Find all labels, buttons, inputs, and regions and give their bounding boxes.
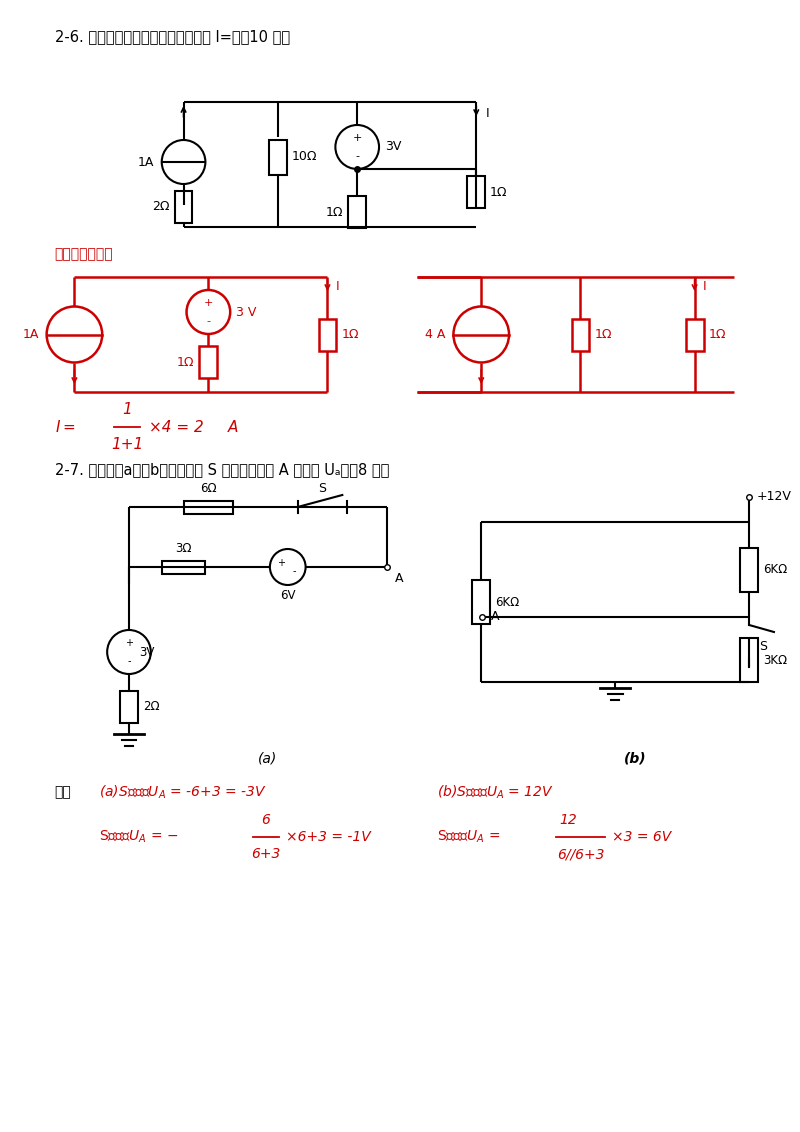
Bar [472, 580, 490, 624]
Text: +: + [277, 558, 285, 568]
Text: 1+1: 1+1 [111, 437, 143, 452]
Text: (b): (b) [624, 752, 646, 766]
Text: (a): (a) [258, 752, 278, 766]
Text: 2-6. 如下图，化简后用电源互换法求 I=？（10 分）: 2-6. 如下图，化简后用电源互换法求 I=？（10 分） [54, 29, 290, 44]
Text: ×6+3 = -1V: ×6+3 = -1V [286, 830, 370, 844]
Text: S闭合，$U_A$ = $-$: S闭合，$U_A$ = $-$ [99, 829, 178, 846]
Text: 6//6+3: 6//6+3 [557, 847, 604, 861]
Text: 2-7. 求下图（a）（b）两图开关 S 断开和闭合时 A 点电位 Uₐ。（8 分）: 2-7. 求下图（a）（b）两图开关 S 断开和闭合时 A 点电位 Uₐ。（8 … [54, 463, 389, 478]
Text: 1A: 1A [22, 328, 38, 341]
Text: I: I [702, 281, 706, 293]
Text: I: I [335, 281, 339, 293]
Text: 1Ω: 1Ω [490, 186, 508, 198]
Text: +12V: +12V [757, 490, 792, 504]
Bar [183, 500, 233, 514]
Text: 2Ω: 2Ω [152, 200, 170, 214]
Text: +: + [125, 638, 133, 648]
Circle shape [270, 549, 306, 585]
Bar [318, 318, 336, 351]
Text: 3Ω: 3Ω [175, 542, 192, 555]
Text: 3 V: 3 V [236, 306, 257, 318]
Text: 2Ω: 2Ω [143, 701, 159, 713]
Text: 12: 12 [560, 813, 578, 827]
Circle shape [454, 307, 509, 362]
Text: 6: 6 [262, 813, 270, 827]
Text: 4 A: 4 A [425, 328, 446, 341]
Circle shape [46, 307, 102, 362]
Text: +: + [204, 298, 213, 308]
Text: A: A [491, 610, 500, 624]
Text: 1Ω: 1Ω [594, 328, 612, 341]
Text: S闭合，$U_A$ =: S闭合，$U_A$ = [437, 829, 502, 846]
Bar [269, 139, 286, 174]
Bar [686, 318, 703, 351]
Text: A: A [395, 572, 403, 585]
Text: S: S [318, 482, 326, 495]
Text: 1Ω: 1Ω [342, 328, 359, 341]
Bar [467, 175, 486, 208]
Bar [174, 191, 193, 223]
Text: (b)S断开，$U_A$ = 12V: (b)S断开，$U_A$ = 12V [437, 783, 554, 800]
Bar [120, 691, 138, 723]
Bar [348, 196, 366, 228]
Text: -: - [127, 657, 130, 666]
Text: 3V: 3V [139, 645, 154, 659]
Bar [571, 318, 590, 351]
Bar [199, 346, 218, 378]
Text: 6Ω: 6Ω [200, 482, 217, 495]
Text: 10Ω: 10Ω [292, 151, 318, 163]
Text: 1Ω: 1Ω [326, 206, 343, 218]
Text: -: - [355, 151, 359, 161]
Text: -: - [206, 316, 210, 326]
Text: -: - [293, 566, 297, 576]
Text: +: + [353, 134, 362, 144]
Text: 解：等效如下：: 解：等效如下： [54, 247, 113, 261]
Text: 解：: 解： [54, 784, 71, 799]
Circle shape [335, 125, 379, 169]
Circle shape [162, 140, 206, 185]
Text: 1Ω: 1Ω [709, 328, 726, 341]
Text: 1: 1 [122, 402, 132, 417]
Text: 6+3: 6+3 [251, 847, 281, 861]
Text: 3V: 3V [385, 140, 402, 154]
Text: ×4 = 2: ×4 = 2 [149, 420, 203, 435]
Text: $I=$: $I=$ [54, 419, 75, 435]
Text: 1A: 1A [138, 155, 154, 169]
Bar [162, 560, 206, 574]
Text: ×3 = 6V: ×3 = 6V [612, 830, 671, 844]
Bar [740, 638, 758, 681]
Text: 6KΩ: 6KΩ [495, 595, 519, 609]
Text: I: I [486, 108, 490, 120]
Text: 6V: 6V [280, 589, 295, 602]
Text: 3KΩ: 3KΩ [763, 653, 787, 667]
Bar [740, 548, 758, 592]
Circle shape [107, 631, 151, 674]
Text: 6KΩ: 6KΩ [763, 563, 787, 576]
Text: S: S [759, 641, 767, 653]
Text: 1Ω: 1Ω [177, 355, 194, 369]
Text: A: A [228, 420, 238, 435]
Text: (a)S断开，$U_A$ = -6+3 = -3V: (a)S断开，$U_A$ = -6+3 = -3V [99, 783, 266, 800]
Circle shape [186, 290, 230, 334]
